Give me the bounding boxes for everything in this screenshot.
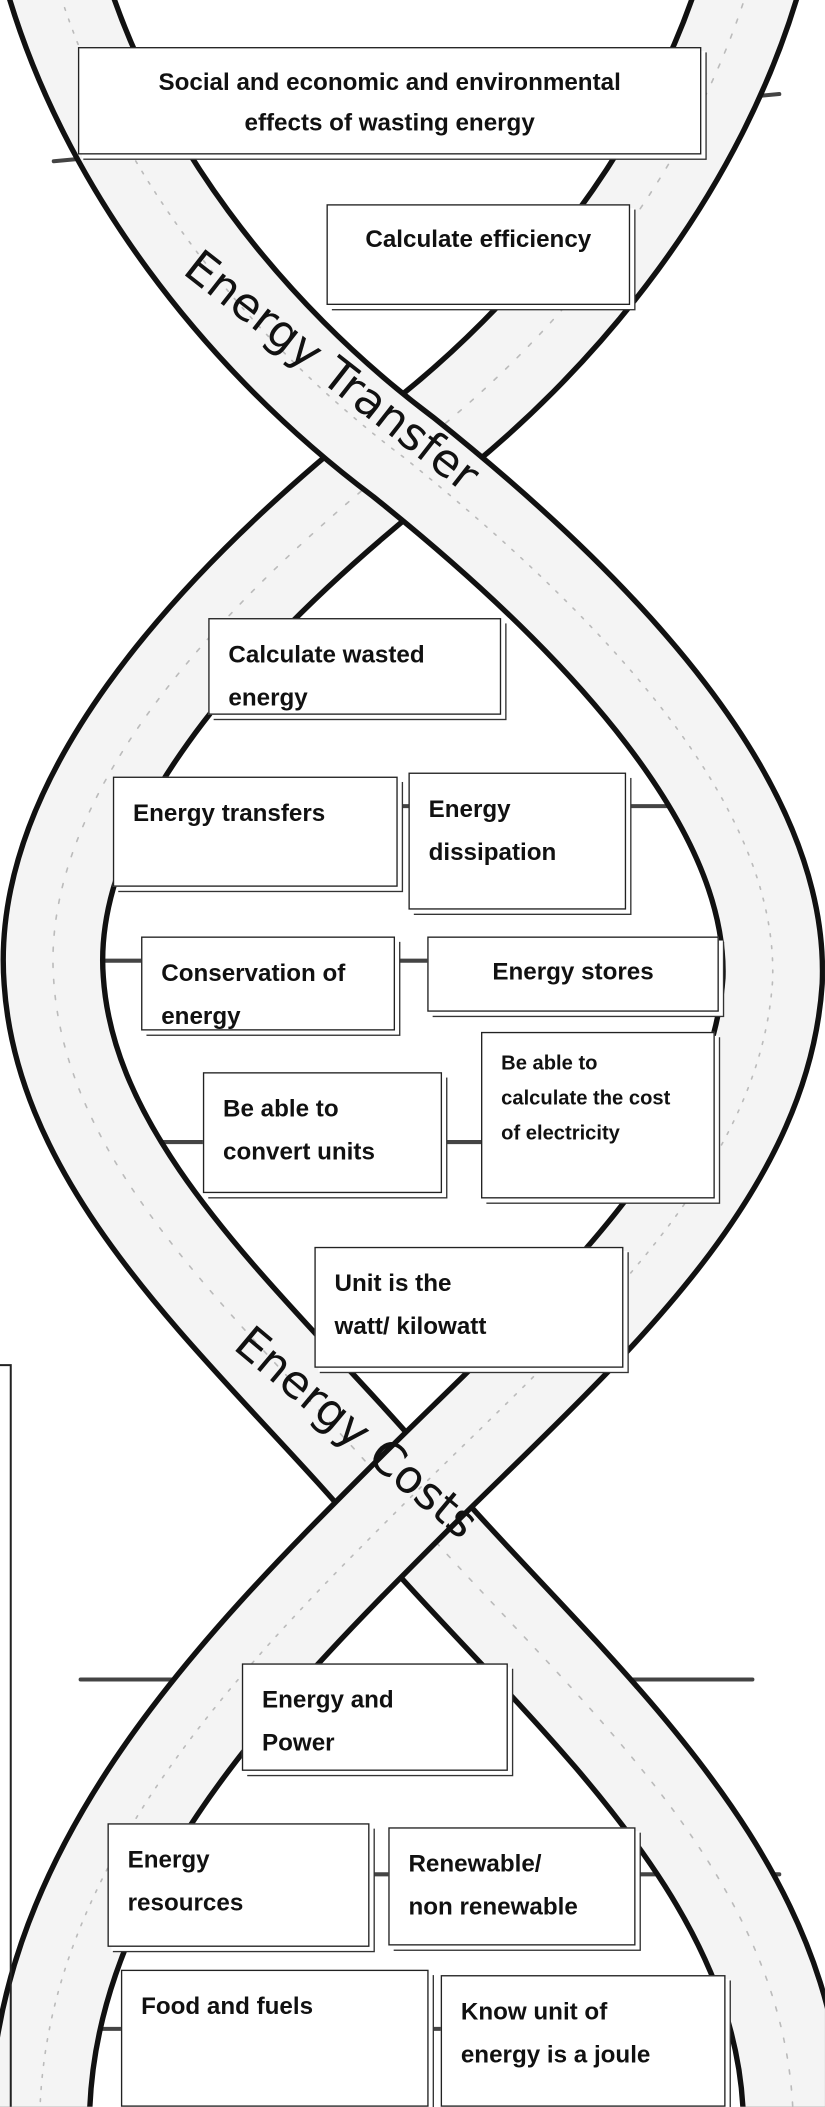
topic-text: non renewable [408,1885,615,1928]
topic-text: Food and fuels [141,1984,408,2027]
topic-text: effects of wasting energy [98,102,681,142]
topic-text: Unit is the [335,1262,604,1305]
topic-box: Energy transfers [113,777,398,887]
diagram: Energy Transfer Energy Costs Social and … [0,0,825,2107]
topic-text: Energy [128,1838,350,1881]
topic-text: resources [128,1881,350,1924]
topic-text: Power [262,1721,488,1764]
topic-text: watt/ kilowatt [335,1305,604,1348]
topic-text: Be able to [223,1087,422,1130]
topic-text: Conservation of [161,951,375,994]
topic-text: Energy transfers [133,791,378,834]
topic-text: calculate the cost [501,1082,694,1117]
topic-text: energy [228,676,481,719]
topic-box: Renewable/non renewable [388,1827,635,1945]
topic-text: Know unit of [461,1990,706,2033]
topic-text: energy is a joule [461,2033,706,2076]
topic-text: Be able to [501,1047,694,1082]
topic-text: Calculate efficiency [347,219,610,259]
topic-text: Calculate wasted [228,633,481,676]
topic-box: Calculate efficiency [326,204,630,305]
topic-text: Energy and [262,1678,488,1721]
topic-box: Energy stores [427,936,719,1011]
topic-text: energy [161,994,375,1037]
topic-box: Food and fuels [121,1970,429,2107]
topic-text: of electricity [501,1117,694,1152]
topic-text: dissipation [429,830,606,873]
page: Energy Transfer Energy Costs Social and … [0,0,825,2107]
topic-text: convert units [223,1130,422,1173]
topic-text: Renewable/ [408,1842,615,1885]
topic-text: Energy [429,787,606,830]
topic-text: Social and economic and environmental [98,62,681,102]
topic-text: Energy stores [447,951,698,991]
